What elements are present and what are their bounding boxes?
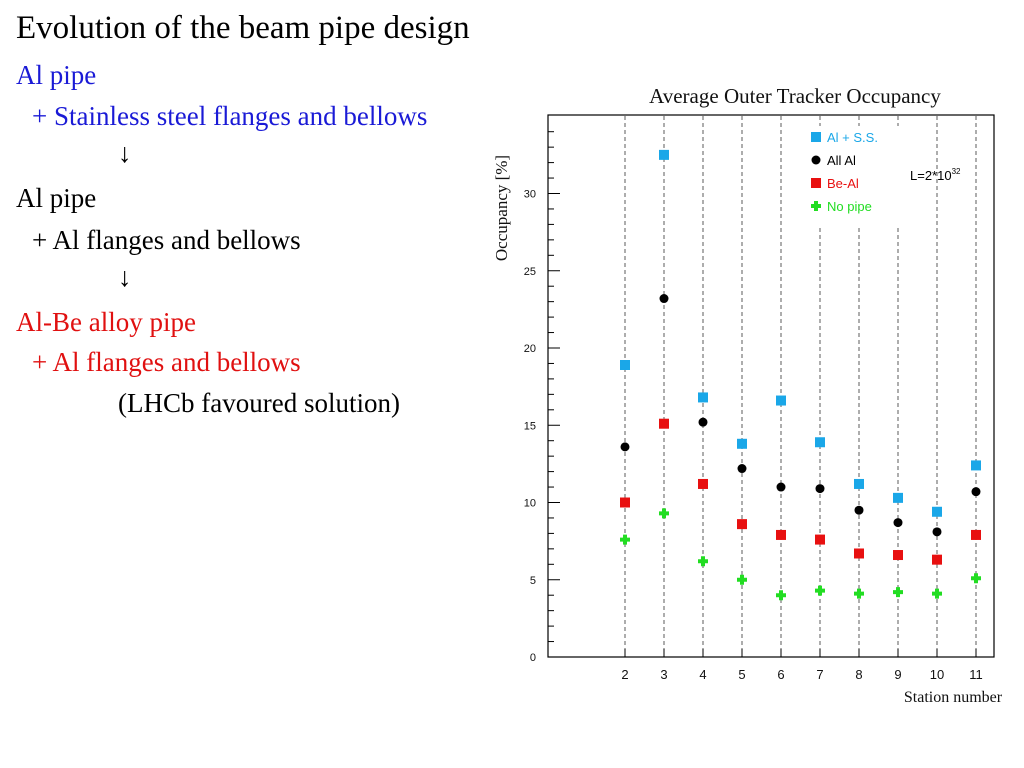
data-point-be-al [698,478,708,489]
step-1-pipe: Al pipe [16,60,97,90]
x-axis-label: Station number [904,689,1003,706]
legend-background [806,126,912,228]
data-point-all-al [620,442,630,452]
data-point-al-s-s [932,506,942,517]
plot-frame [547,114,995,658]
data-point-al-s-s [815,437,825,448]
data-point-all-al [815,484,825,494]
x-tick-label: 6 [777,667,784,682]
occupancy-chart: Average Outer Tracker Occupancy 05101520… [492,84,1003,706]
legend-label: Al + S.S. [827,130,878,145]
y-tick-label: 0 [530,652,536,664]
data-point-be-al [932,554,942,565]
y-tick-label: 25 [524,266,536,278]
data-point-al-s-s [659,149,669,160]
data-point-no-pipe [737,574,747,585]
data-point-all-al [854,505,864,515]
data-point-be-al [815,534,825,545]
y-tick-label: 20 [524,343,536,355]
data-point-no-pipe [971,573,981,584]
data-point-no-pipe [932,588,942,599]
y-tick-label: 10 [524,498,536,510]
arrow-down-icon: ↓ [118,138,132,168]
luminosity-annotation: L=2*1032 [910,167,961,183]
data-point-al-s-s [620,359,630,370]
data-point-al-s-s [698,392,708,403]
data-point-all-al [737,464,747,474]
grid-layer [624,116,977,656]
x-tick-label: 4 [699,667,706,682]
data-point-be-al [659,418,669,429]
data-point-be-al [854,548,864,559]
x-tick-label: 8 [855,667,862,682]
data-point-all-al [932,527,942,537]
step-1-flanges: + Stainless steel flanges and bellows [32,101,428,131]
legend: Al + S.S. All Al Be-Al No pipe [806,126,912,228]
chart-title: Average Outer Tracker Occupancy [649,84,941,108]
data-point-al-s-s [776,395,786,406]
x-tick-label: 10 [930,667,944,682]
y-tick-label: 30 [524,189,536,201]
y-tick-label: 5 [530,575,536,587]
favoured-solution-note: (LHCb favoured solution) [118,388,400,418]
step-3-pipe: Al-Be alloy pipe [16,307,196,337]
y-tick-label: 15 [524,420,536,432]
data-point-no-pipe [776,590,786,601]
data-point-all-al [776,482,786,492]
data-point-al-s-s [971,460,981,471]
step-2-pipe: Al pipe [16,183,97,213]
legend-label: All Al [827,153,856,168]
data-point-all-al [971,487,981,497]
legend-marker [811,201,821,211]
x-tick-label: 11 [969,667,983,682]
data-point-all-al [893,518,903,528]
slide-title: Evolution of the beam pipe design [16,10,470,46]
data-point-al-s-s [854,478,864,489]
y-axis: 0 5 10 15 20 25 30 [524,131,560,664]
x-tick-label: 3 [660,667,667,682]
data-point-be-al [620,497,630,508]
step-2-flanges: + Al flanges and bellows [32,225,301,255]
data-point-be-al [971,529,981,540]
y-axis-label: Occupancy [%] [492,155,511,261]
data-point-be-al [737,519,747,530]
data-point-be-al [776,529,786,540]
data-point-no-pipe [854,588,864,599]
arrow-down-icon: ↓ [118,262,132,292]
data-points [620,149,981,601]
legend-label: Be-Al [827,176,859,191]
legend-label: No pipe [827,199,872,214]
data-point-no-pipe [620,534,630,545]
data-point-all-al [659,294,669,304]
data-point-be-al [893,550,903,561]
x-tick-label: 9 [894,667,901,682]
x-tick-label: 7 [816,667,823,682]
data-point-all-al [698,417,708,427]
data-point-no-pipe [815,585,825,596]
legend-marker [811,132,821,142]
data-point-no-pipe [698,556,708,567]
data-point-no-pipe [893,587,903,598]
data-point-al-s-s [893,492,903,503]
legend-marker [811,178,821,188]
x-tick-label: 2 [621,667,628,682]
legend-marker [811,155,821,165]
x-axis: 2 3 4 5 6 7 8 9 10 11 [621,649,983,682]
data-point-al-s-s [737,438,747,449]
step-3-flanges: + Al flanges and bellows [32,347,301,377]
data-point-no-pipe [659,508,669,519]
x-tick-label: 5 [738,667,745,682]
